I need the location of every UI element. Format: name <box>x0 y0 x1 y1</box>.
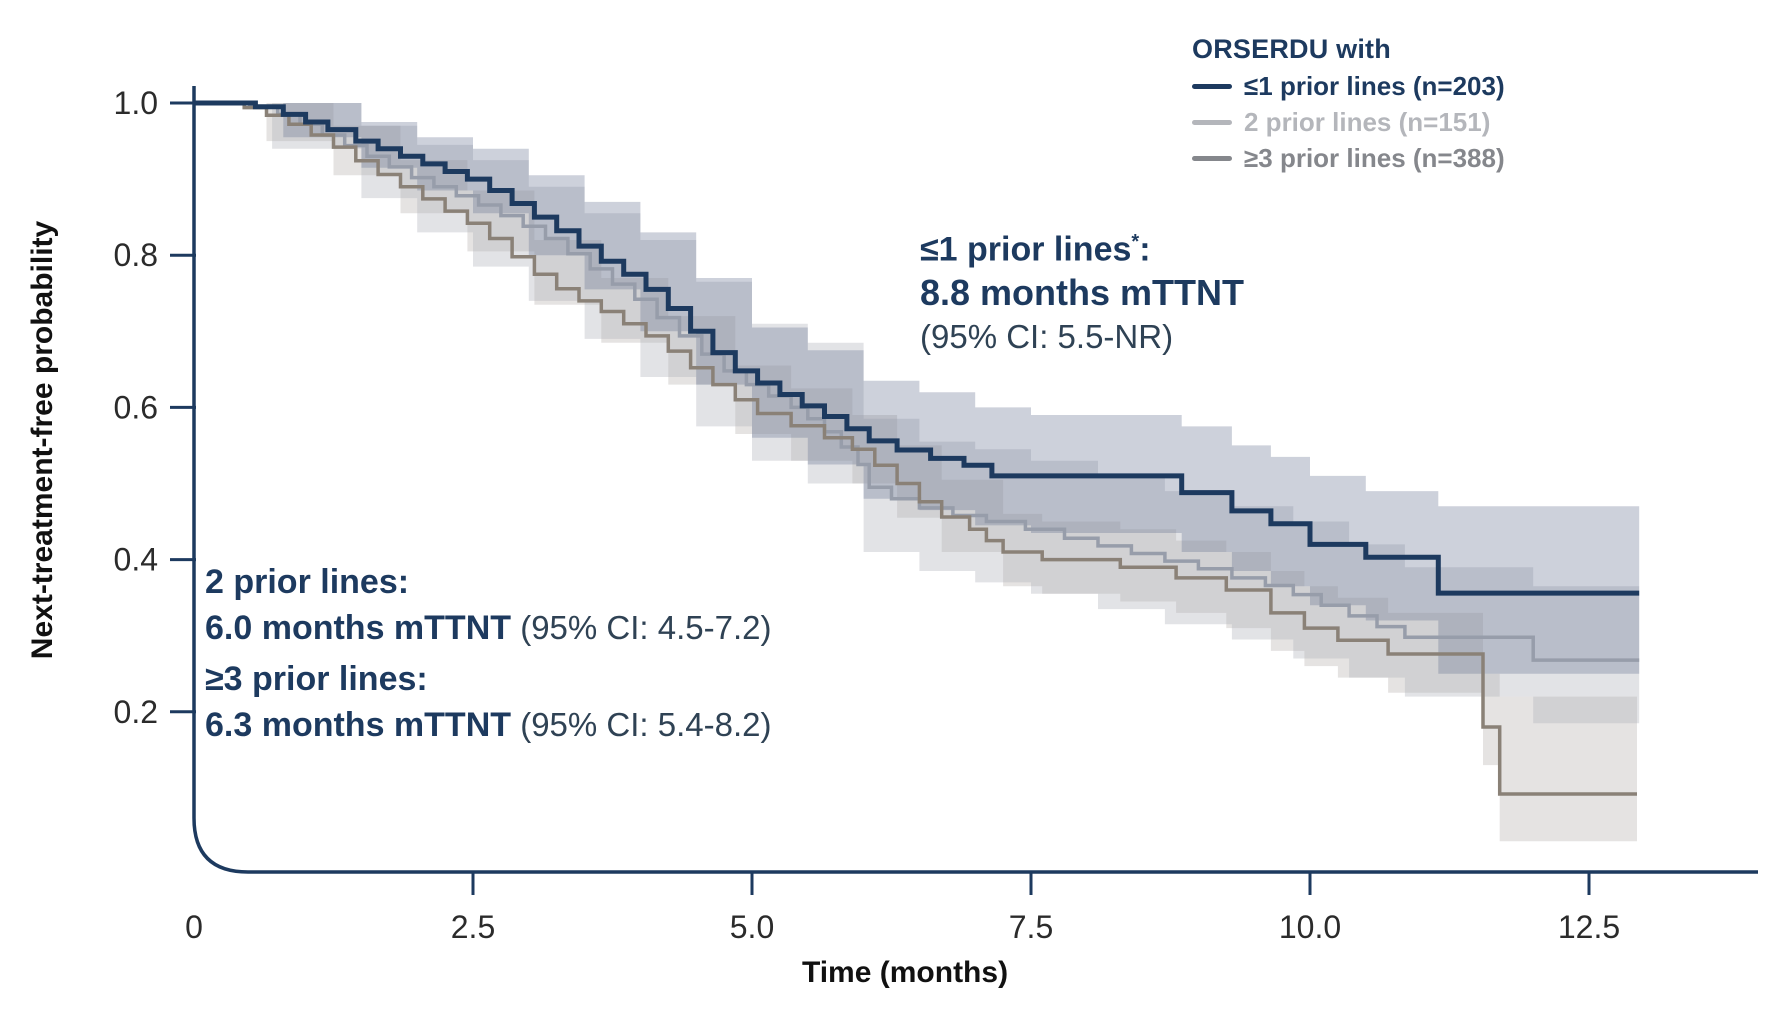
y-tick-label: 0.2 <box>114 694 158 730</box>
callout-2prior-title: 2 prior lines: <box>205 563 410 601</box>
ci-band-ge3-prior <box>194 103 1637 842</box>
y-tick-label: 1.0 <box>114 85 158 121</box>
legend-title: ORSERDU with <box>1192 34 1391 64</box>
y-axis-title: Next-treatment-free probability <box>26 220 59 659</box>
x-tick-label: 12.5 <box>1558 909 1620 945</box>
km-curve-ge3-prior <box>194 101 1637 796</box>
axis-frame <box>192 86 1758 874</box>
callout-2prior-mttnt: 6.0 months mTTNT (95% CI: 4.5-7.2) <box>205 609 772 647</box>
y-tick-label: 0.8 <box>114 237 158 273</box>
callout-2-and-ge3-prior-lines: 2 prior lines: 6.0 months mTTNT (95% CI:… <box>205 560 925 754</box>
x-tick-label: 0 <box>185 909 203 945</box>
y-tick-label: 0.6 <box>114 389 158 425</box>
legend: ORSERDU with ≤1 prior lines (n=203) 2 pr… <box>1192 34 1622 173</box>
y-tick-label: 0.4 <box>114 542 158 578</box>
legend-item-le1-prior-lines: ≤1 prior lines (n=203) <box>1192 71 1622 101</box>
callout-le1-prior-lines: ≤1 prior lines*: 8.8 months mTTNT (95% C… <box>920 220 1480 359</box>
km-curve-le1-prior <box>194 100 1640 596</box>
callout-le1-mttnt-value: 8.8 months mTTNT <box>920 272 1245 314</box>
ci-band-le1-prior <box>194 103 1640 674</box>
legend-label: ≥3 prior lines (n=388) <box>1244 143 1505 173</box>
callout-ge3prior-mttnt: 6.3 months mTTNT (95% CI: 5.4-8.2) <box>205 706 772 744</box>
x-tick-label: 10.0 <box>1279 909 1341 945</box>
callout-ge3prior-title: ≥3 prior lines: <box>205 660 428 698</box>
x-tick-label: 7.5 <box>1009 909 1053 945</box>
callout-le1-title: ≤1 prior lines*: <box>920 230 1151 269</box>
legend-label: ≤1 prior lines (n=203) <box>1244 71 1505 101</box>
legend-label: 2 prior lines (n=151) <box>1244 107 1491 137</box>
callout-le1-ci: (95% CI: 5.5-NR) <box>920 318 1174 356</box>
legend-swatch-gray-icon <box>1192 119 1232 125</box>
x-tick-label: 5.0 <box>730 909 774 945</box>
x-tick-label: 2.5 <box>451 909 495 945</box>
legend-item-2-prior-lines: 2 prior lines (n=151) <box>1192 107 1622 137</box>
asterisk-footnote-marker: * <box>1131 231 1140 253</box>
legend-item-ge3-prior-lines: ≥3 prior lines (n=388) <box>1192 143 1622 173</box>
legend-swatch-dark-gray-icon <box>1192 155 1232 161</box>
x-axis-title: Time (months) <box>802 956 1008 989</box>
ci-band-2-prior <box>194 103 1640 724</box>
legend-swatch-navy-icon <box>1192 83 1232 89</box>
